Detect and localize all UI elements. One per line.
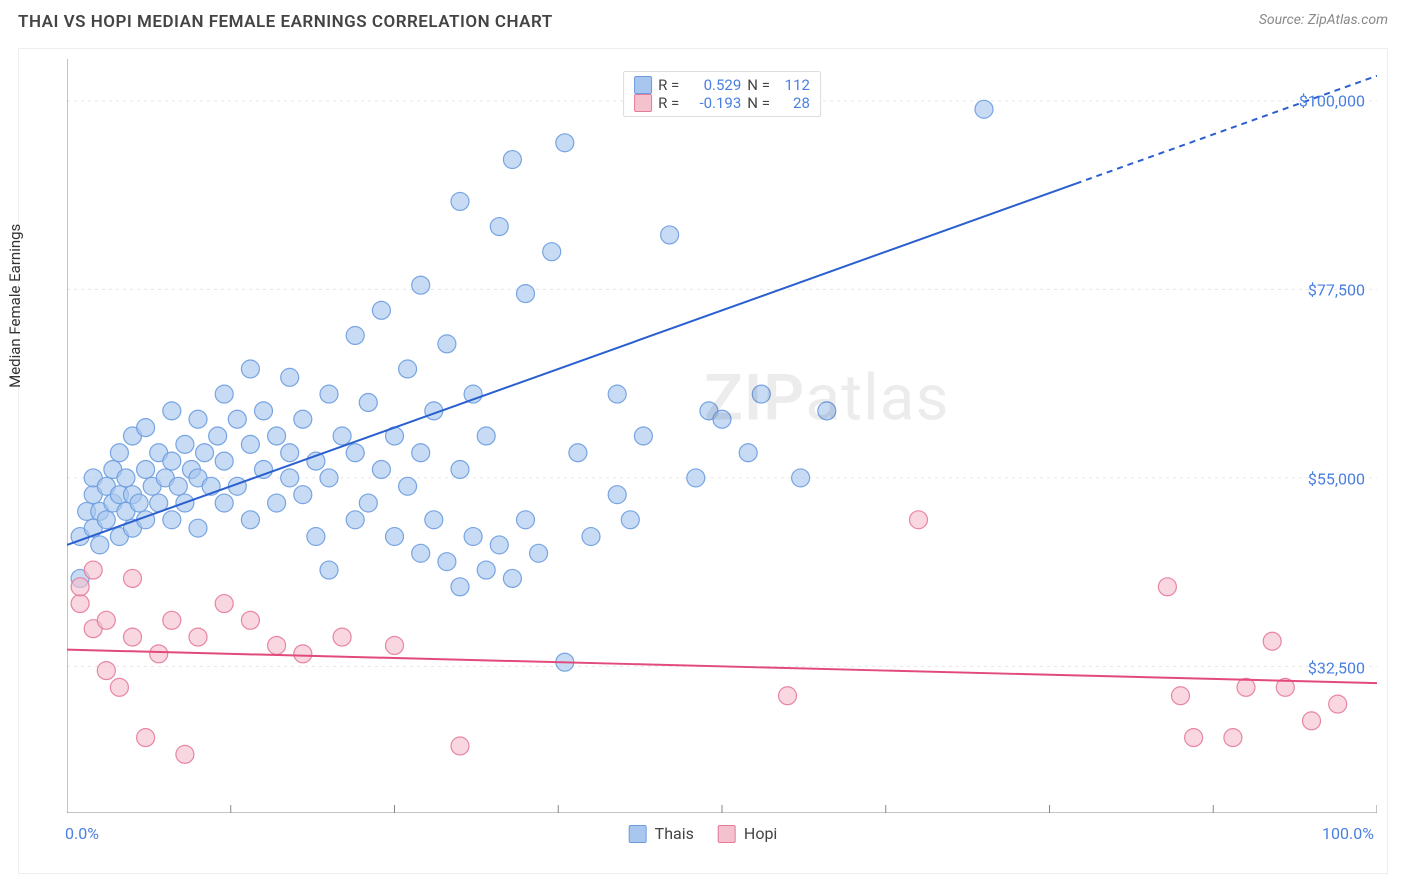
x-tick-label: 0.0% xyxy=(65,824,99,843)
legend-label-hopi: Hopi xyxy=(744,824,777,843)
n-label: N = xyxy=(747,76,770,94)
source-attribution: Source: ZipAtlas.com xyxy=(1259,12,1388,28)
y-tick-label: $55,000 xyxy=(1308,470,1365,489)
r-label: R = xyxy=(658,94,679,112)
legend-label-thais: Thais xyxy=(655,824,694,843)
n-label: N = xyxy=(747,94,770,112)
legend-item-thais: Thais xyxy=(629,824,694,843)
swatch-thais xyxy=(629,825,647,843)
y-tick-label: $32,500 xyxy=(1308,659,1365,678)
legend-series: Thais Hopi xyxy=(629,824,778,843)
swatch-hopi xyxy=(718,825,736,843)
legend-correlation: R = 0.529 N = 112 R = -0.193 N = 28 xyxy=(623,71,821,117)
chart-container: Median Female Earnings ZIPatlas R = 0.52… xyxy=(18,48,1388,874)
r-label: R = xyxy=(658,76,679,94)
plot-area: ZIPatlas R = 0.529 N = 112 R = -0.193 N … xyxy=(67,59,1377,813)
r-value-hopi: -0.193 xyxy=(685,94,741,112)
x-tick-label: 100.0% xyxy=(1322,824,1374,843)
swatch-hopi xyxy=(634,94,652,112)
chart-title: THAI VS HOPI MEDIAN FEMALE EARNINGS CORR… xyxy=(18,12,553,32)
n-value-thais: 112 xyxy=(776,76,810,94)
legend-row-hopi: R = -0.193 N = 28 xyxy=(634,94,810,112)
n-value-hopi: 28 xyxy=(776,94,810,112)
swatch-thais xyxy=(634,76,652,94)
legend-item-hopi: Hopi xyxy=(718,824,777,843)
legend-row-thais: R = 0.529 N = 112 xyxy=(634,76,810,94)
y-tick-label: $100,000 xyxy=(1299,92,1365,111)
r-value-thais: 0.529 xyxy=(685,76,741,94)
y-axis-label: Median Female Earnings xyxy=(6,224,24,388)
y-tick-label: $77,500 xyxy=(1308,281,1365,300)
